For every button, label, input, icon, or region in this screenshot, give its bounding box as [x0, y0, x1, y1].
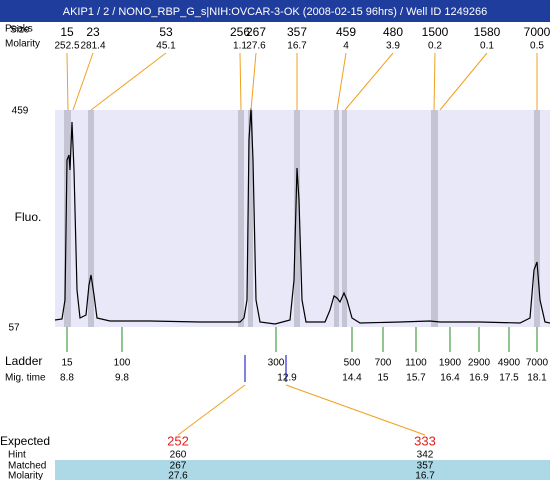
peak-size: 1500: [422, 25, 449, 39]
ladder-time: 14.4: [342, 373, 362, 384]
ladder-time: 15: [377, 373, 389, 384]
connector: [439, 52, 488, 111]
band: [238, 110, 244, 327]
connector: [90, 52, 167, 111]
row-label: Matched: [8, 461, 46, 472]
peak-molarity: 45.1: [156, 41, 176, 52]
connector: [177, 384, 246, 436]
peak-molarity: 0.5: [530, 41, 544, 52]
expected-matched: 267: [170, 461, 187, 472]
ladder-size: 500: [344, 358, 361, 369]
row-label: Molarity: [8, 471, 43, 480]
ladder-time: 12.9: [277, 373, 297, 384]
expected-expected: 333: [414, 433, 436, 448]
peak-molarity: 16.7: [287, 41, 307, 52]
peak-size: 53: [159, 25, 173, 39]
band: [294, 110, 300, 327]
trace: [54, 107, 550, 325]
peak-size: 357: [287, 25, 307, 39]
row-label: Peaks: [5, 24, 33, 35]
expected-molarity: 27.6: [168, 471, 188, 480]
band: [431, 110, 438, 327]
plot-area: [55, 110, 550, 327]
connector: [344, 52, 394, 111]
title-bar: [0, 0, 550, 22]
peak-molarity: 0.2: [428, 41, 442, 52]
band: [342, 110, 347, 327]
peak-size: 256: [230, 25, 250, 39]
peak-size: 23: [86, 25, 100, 39]
peak-molarity: 1.1: [233, 41, 247, 52]
ladder-size: 2900: [468, 358, 491, 369]
ladder-size: 1900: [439, 358, 462, 369]
band: [88, 110, 94, 327]
ladder-time: 18.1: [527, 373, 547, 384]
peak-molarity: 3.9: [386, 41, 400, 52]
expected-matched: 357: [417, 461, 434, 472]
peak-molarity: 281.4: [80, 41, 105, 52]
band: [248, 110, 253, 327]
ladder-size: 15: [61, 358, 73, 369]
ladder-size: 100: [114, 358, 131, 369]
peak-molarity: 27.6: [246, 41, 266, 52]
connector: [336, 52, 347, 111]
connector: [239, 52, 242, 111]
expected-molarity: 16.7: [415, 471, 435, 480]
peak-size: 459: [336, 25, 356, 39]
title: AKIP1 / 2 / NONO_RBP_G_s|NIH:OVCAR-3-OK …: [63, 6, 488, 18]
connector: [250, 52, 257, 111]
ladder-time: 16.9: [469, 373, 489, 384]
peak-size: 1580: [474, 25, 501, 39]
peak-molarity: 252.5: [54, 41, 79, 52]
ladder-size: 7000: [526, 358, 549, 369]
row-label: Hint: [8, 450, 26, 461]
y-bottom: 57: [8, 323, 20, 334]
ladder-size: 4900: [498, 358, 521, 369]
connector: [285, 384, 426, 436]
band: [64, 110, 71, 327]
peak-molarity: 4: [343, 41, 349, 52]
ladder-time: 15.7: [406, 373, 426, 384]
ladder-size: 700: [375, 358, 392, 369]
band: [334, 110, 339, 327]
peak-bands: [64, 110, 540, 327]
row-label: Mig. time: [5, 373, 46, 384]
peak-size: 480: [383, 25, 403, 39]
peak-size: 15: [60, 25, 74, 39]
band: [534, 110, 540, 327]
expected-expected: 252: [167, 433, 189, 448]
expected-hint: 342: [417, 450, 434, 461]
row-label: Expected: [0, 434, 50, 448]
peak-molarity: 0.1: [480, 41, 494, 52]
connector: [433, 52, 436, 111]
peak-size: 7000: [524, 25, 550, 39]
row-label: Molarity: [5, 39, 40, 50]
ladder-time: 16.4: [440, 373, 460, 384]
row-label: Ladder: [5, 354, 42, 368]
ladder-time: 8.8: [60, 373, 74, 384]
connector: [66, 52, 69, 111]
ladder-time: 17.5: [499, 373, 519, 384]
y-label: Fluo.: [15, 210, 42, 224]
connector: [72, 52, 94, 111]
ladder-size: 300: [268, 358, 285, 369]
y-top: 459: [12, 106, 29, 117]
matched-band: [55, 460, 550, 480]
ladder-size: 1100: [405, 358, 427, 369]
peak-size: 267: [246, 25, 266, 39]
expected-hint: 260: [170, 450, 187, 461]
ladder-time: 9.8: [115, 373, 129, 384]
row-label: Size: [10, 25, 30, 36]
